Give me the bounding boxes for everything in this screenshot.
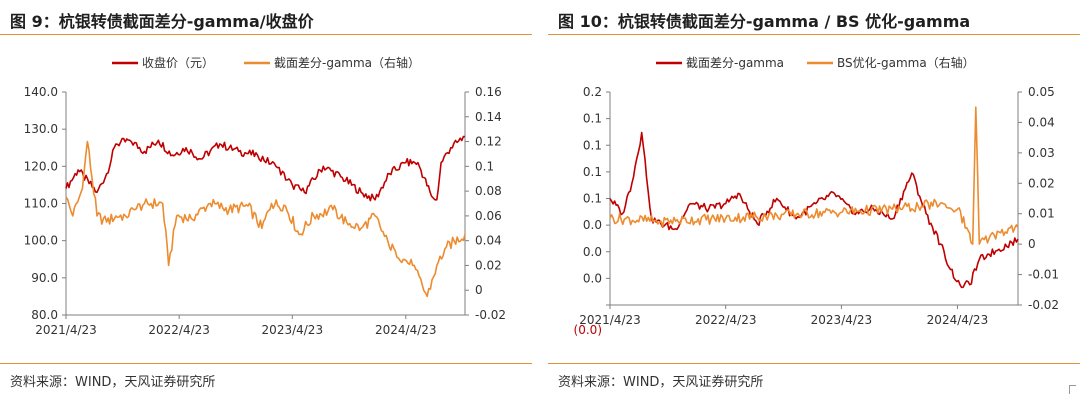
- y-tick-label-right: 0.1: [475, 159, 494, 173]
- y-tick-label-left: 130.0: [24, 122, 58, 136]
- y-tick-label-left: 0.1: [583, 112, 602, 126]
- y-tick-label-left: 0.1: [583, 192, 602, 206]
- y-tick-label-right: 0.03: [1028, 146, 1055, 160]
- y-tick-label-left: 90.0: [31, 271, 58, 285]
- x-tick-label: 2024/4/23: [375, 323, 437, 337]
- legend-label: 截面差分-gamma: [686, 56, 784, 70]
- y-tick-label-left: 0.1: [583, 165, 602, 179]
- chart-right: (0.0) 0.0 0.0 0.0 0.1 0.1 0.1 0.1 0.2 -0.02 -0.01 0…: [574, 55, 1060, 337]
- y-tick-label-right: 0.04: [1028, 115, 1055, 129]
- series-line: [609, 131, 1019, 289]
- y-tick-label-right: 0.01: [1028, 207, 1055, 221]
- legend-label: 截面差分-gamma（右轴）: [274, 55, 420, 70]
- y-tick-label-right: -0.01: [1028, 268, 1059, 282]
- y-tick-label-right: 0.02: [475, 258, 502, 272]
- corner-mark: [1069, 385, 1076, 394]
- y-tick-label-left: 110.0: [24, 197, 58, 211]
- y-tick-label-right: 0.04: [475, 234, 502, 248]
- source-rule: [0, 363, 532, 364]
- legend-label: 收盘价（元）: [142, 55, 214, 70]
- y-tick-label-right: 0.14: [475, 110, 502, 124]
- y-tick-label-right: 0.06: [475, 209, 502, 223]
- y-tick-label-right: 0.16: [475, 85, 502, 99]
- x-tick-label: 2022/4/23: [695, 313, 757, 327]
- y-tick-label-left: 0.0: [583, 245, 602, 259]
- y-tick-label-left: 140.0: [24, 85, 58, 99]
- chart-title: 图 9：杭银转债截面差分-gamma/收盘价: [10, 12, 314, 31]
- series-line: [65, 140, 466, 298]
- y-tick-label-right: 0.12: [475, 135, 502, 149]
- chart-title: 图 10：杭银转债截面差分-gamma / BS 优化-gamma: [558, 12, 971, 31]
- y-tick-label-left: 0.0: [583, 218, 602, 232]
- y-tick-label-right: -0.02: [475, 308, 506, 322]
- title-rule: [0, 34, 532, 35]
- y-tick-label-left: 0.1: [583, 138, 602, 152]
- y-tick-label-right: 0: [1028, 237, 1036, 251]
- series-line: [609, 106, 1019, 245]
- chart-left: 80.0 90.0 100.0 110.0 120.0 130.0 140.0 -0.02 0 0…: [24, 55, 506, 337]
- x-tick-label: 2023/4/23: [262, 323, 324, 337]
- y-tick-label-left: 120.0: [24, 159, 58, 173]
- y-tick-label-left: 0.0: [583, 271, 602, 285]
- source-rule: [548, 363, 1080, 364]
- legend-label: BS优化-gamma（右轴）: [837, 55, 975, 70]
- source-note: 资料来源：WIND，天风证券研究所: [558, 375, 764, 390]
- y-tick-label-left: 0.2: [583, 85, 602, 99]
- x-tick-label: 2022/4/23: [148, 323, 210, 337]
- y-tick-label-right: 0: [475, 283, 483, 297]
- x-tick-label: 2023/4/23: [811, 313, 873, 327]
- x-tick-label: 2021/4/23: [579, 313, 641, 327]
- y-tick-label-left: (0.0): [574, 323, 602, 337]
- x-tick-label: 2024/4/23: [927, 313, 989, 327]
- y-tick-label-right: -0.02: [1028, 298, 1059, 312]
- x-tick-label: 2021/4/23: [35, 323, 97, 337]
- title-rule: [548, 34, 1080, 35]
- source-note: 资料来源：WIND，天风证券研究所: [10, 375, 216, 390]
- y-tick-label-left: 100.0: [24, 234, 58, 248]
- y-tick-label-left: 80.0: [31, 308, 58, 322]
- y-tick-label-right: 0.02: [1028, 176, 1055, 190]
- left-panel: 图 9：杭银转债截面差分-gamma/收盘价 80.0 90.0 100.0 110.…: [0, 0, 532, 400]
- y-tick-label-right: 0.08: [475, 184, 502, 198]
- y-tick-label-right: 0.05: [1028, 85, 1055, 99]
- series-line: [65, 135, 465, 202]
- right-panel: 图 10：杭银转债截面差分-gamma / BS 优化-gamma (0.0) 0…: [548, 0, 1080, 400]
